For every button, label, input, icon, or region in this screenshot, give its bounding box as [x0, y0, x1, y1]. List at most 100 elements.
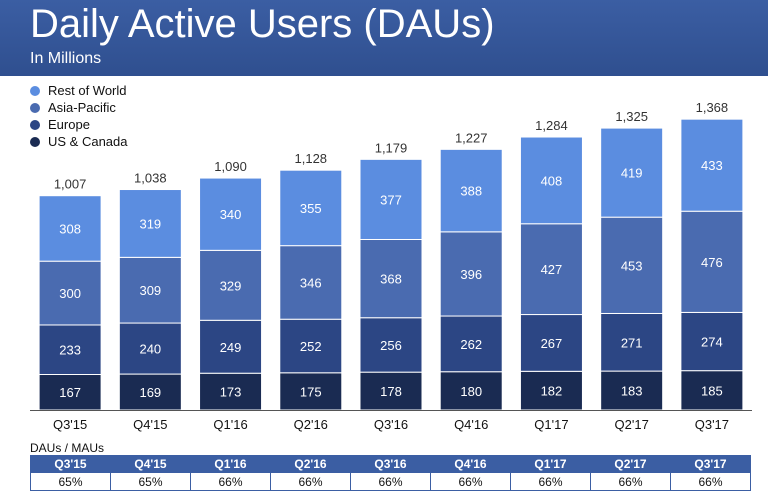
header-banner: Daily Active Users (DAUs) In Millions: [0, 0, 768, 76]
bar-segment-rest-of-world: [118, 189, 182, 258]
x-tick-label: Q3'15: [53, 417, 87, 432]
table-header-cell: Q2'17: [590, 455, 671, 473]
bar-total-label: 1,038: [134, 171, 167, 186]
page-subtitle: In Millions: [30, 50, 102, 67]
bar-segment-us-canada: [359, 371, 423, 411]
legend-label: US & Canada: [48, 134, 128, 149]
table-value-cell: 66%: [590, 472, 671, 491]
bar-segment-europe: [600, 312, 664, 372]
bar-value-label: 319: [139, 216, 161, 231]
bar-total-label: 1,227: [455, 130, 488, 145]
bar-value-label: 396: [460, 267, 482, 282]
bar-segment-us-canada: [118, 373, 182, 411]
x-tick-label: Q1'16: [213, 417, 247, 432]
x-tick-label: Q3'17: [695, 417, 729, 432]
bar-segment-us-canada: [199, 372, 263, 411]
table-value-cell: 66%: [670, 472, 751, 491]
bar-value-label: 178: [380, 384, 402, 399]
bar-segment-asia-pacific: [439, 231, 503, 317]
table-header-cell: Q3'16: [350, 455, 431, 473]
bar-value-label: 308: [59, 221, 81, 236]
legend-label: Asia-Pacific: [48, 100, 116, 115]
bar-segment-asia-pacific: [519, 223, 583, 316]
bar-total-label: 1,325: [615, 109, 648, 124]
bar-segment-asia-pacific: [359, 238, 423, 319]
legend-item-asia-pacific: Asia-Pacific: [30, 99, 128, 116]
table-value-cell: 66%: [510, 472, 591, 491]
table-value-cell: 65%: [110, 472, 191, 491]
bar-value-label: 182: [541, 384, 563, 399]
bar-value-label: 388: [460, 184, 482, 199]
x-tick-label: Q4'15: [133, 417, 167, 432]
bar-value-label: 262: [460, 337, 482, 352]
x-tick-label: Q2'16: [294, 417, 328, 432]
table-value-cell: 66%: [270, 472, 351, 491]
bar-segment-asia-pacific: [118, 256, 182, 324]
bar-value-label: 185: [701, 383, 723, 398]
bar-segment-rest-of-world: [38, 195, 102, 262]
bar-value-label: 271: [621, 335, 643, 350]
dau-stacked-bar-chart: 167 233 300 308 1,007 Q3'15 169 240 309 319 1,038 Q…: [30, 100, 752, 432]
table-header-cell: Q2'16: [270, 455, 351, 473]
bar-segment-rest-of-world: [199, 177, 263, 251]
bar-value-label: 329: [220, 278, 242, 293]
bar-total-label: 1,007: [54, 177, 87, 192]
bar-value-label: 427: [541, 262, 563, 277]
table-value-cell: 65%: [30, 472, 111, 491]
bar-segment-asia-pacific: [199, 249, 263, 321]
bar-value-label: 169: [139, 385, 161, 400]
bar-segment-europe: [439, 315, 503, 373]
bar-total-label: 1,128: [295, 151, 328, 166]
bar-value-label: 340: [220, 207, 242, 222]
legend-swatch: [30, 85, 40, 96]
x-tick-label: Q3'16: [374, 417, 408, 432]
bar-value-label: 175: [300, 384, 322, 399]
table-header-cell: Q3'15: [30, 455, 111, 473]
table-value-cell: 66%: [350, 472, 431, 491]
bar-value-label: 249: [220, 340, 242, 355]
bar-segment-rest-of-world: [680, 118, 744, 212]
legend-item-europe: Europe: [30, 116, 128, 133]
legend-label: Rest of World: [48, 83, 127, 98]
bar-value-label: 476: [701, 255, 723, 270]
page-title: Daily Active Users (DAUs): [30, 2, 495, 46]
bar-value-label: 433: [701, 158, 723, 173]
bar-total-label: 1,179: [375, 140, 408, 155]
table-header-cell: Q3'17: [670, 455, 751, 473]
bar-segment-europe: [38, 324, 102, 375]
bar-value-label: 183: [621, 384, 643, 399]
table-header-cell: Q4'16: [430, 455, 511, 473]
table-header-cell: Q1'17: [510, 455, 591, 473]
dau-mau-table: Q3'15 Q4'15 Q1'16 Q2'16 Q3'16 Q4'16 Q1'17 Q2'17…: [30, 455, 751, 491]
bar-segment-rest-of-world: [439, 148, 503, 233]
bar-value-label: 274: [701, 335, 723, 350]
legend-swatch: [30, 119, 40, 130]
bar-value-label: 173: [220, 385, 242, 400]
bar-value-label: 233: [59, 343, 81, 358]
bar-segment-europe: [519, 314, 583, 372]
chart-legend: Rest of World Asia-Pacific Europe US & Cana…: [30, 82, 128, 150]
bar-segment-asia-pacific: [680, 210, 744, 313]
bar-value-label: 252: [300, 339, 322, 354]
bar-value-label: 256: [380, 338, 402, 353]
legend-swatch: [30, 102, 40, 113]
legend-item-us-canada: US & Canada: [30, 133, 128, 150]
bar-value-label: 180: [460, 384, 482, 399]
bar-value-label: 300: [59, 286, 81, 301]
bar-segment-rest-of-world: [600, 127, 664, 218]
bar-value-label: 267: [541, 336, 563, 351]
bar-segment-asia-pacific: [279, 245, 343, 320]
bar-value-label: 377: [380, 192, 402, 207]
x-tick-label: Q1'17: [534, 417, 568, 432]
bar-segment-rest-of-world: [279, 169, 343, 247]
bar-value-label: 368: [380, 272, 402, 287]
x-tick-label: Q4'16: [454, 417, 488, 432]
bar-segment-rest-of-world: [519, 136, 583, 225]
bar-value-label: 355: [300, 201, 322, 216]
bar-value-label: 453: [621, 258, 643, 273]
bar-value-label: 240: [139, 342, 161, 357]
legend-item-rest-of-world: Rest of World: [30, 82, 128, 99]
bar-segment-asia-pacific: [38, 260, 102, 326]
bar-segment-asia-pacific: [600, 216, 664, 314]
legend-swatch: [30, 136, 40, 147]
